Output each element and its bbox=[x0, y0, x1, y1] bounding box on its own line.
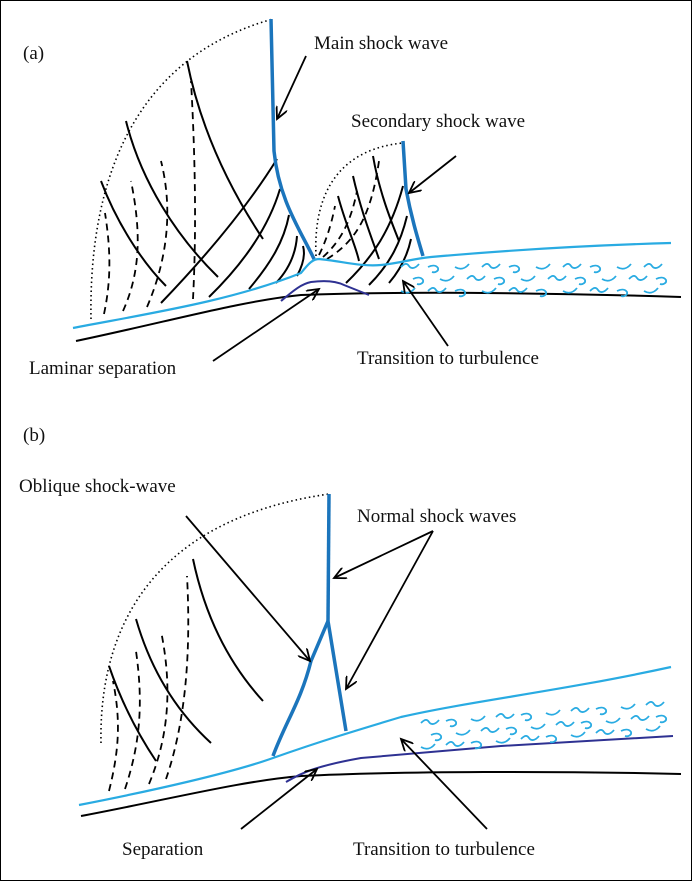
label-main-shock-wave: Main shock wave bbox=[314, 33, 448, 54]
label-separation: Separation bbox=[122, 839, 204, 860]
eddy-mark bbox=[580, 720, 593, 730]
eddy-mark bbox=[493, 276, 506, 286]
eddy-mark bbox=[645, 700, 665, 707]
wall-surface-b bbox=[80, 770, 682, 817]
eddy-mark bbox=[508, 286, 528, 293]
eddy-mark bbox=[495, 737, 511, 744]
eddy-mark bbox=[645, 725, 661, 732]
label-secondary-shock-wave: Secondary shock wave bbox=[351, 111, 525, 132]
arrow-laminar-separation bbox=[212, 289, 319, 362]
panel-b-tag: (b) bbox=[23, 425, 45, 446]
eddy-mark bbox=[427, 286, 447, 293]
boundary-layer-edge-b bbox=[78, 665, 672, 807]
boundary-layer-edge-a bbox=[72, 241, 672, 330]
eddy-mark bbox=[595, 728, 615, 735]
oblique-shock-wave bbox=[271, 620, 330, 757]
main-shock-wave bbox=[269, 18, 316, 260]
eddy-mark bbox=[570, 731, 586, 738]
turbulent-eddies-b bbox=[420, 700, 668, 750]
eddy-mark bbox=[589, 264, 602, 274]
eddy-mark bbox=[574, 276, 587, 286]
eddy-mark bbox=[455, 729, 471, 736]
eddy-mark bbox=[535, 288, 548, 298]
arrow-transition-a bbox=[403, 281, 449, 347]
arrow-transition-b bbox=[401, 739, 488, 830]
characteristic-lines-a bbox=[100, 60, 412, 315]
eddy-mark bbox=[555, 720, 575, 727]
arrow-secondary-shock bbox=[409, 155, 457, 193]
eddy-mark bbox=[620, 728, 633, 738]
eddy-mark bbox=[427, 264, 440, 274]
secondary-shock-wave bbox=[401, 140, 425, 257]
eddy-mark bbox=[420, 718, 440, 725]
normal-shock-wave-lower bbox=[326, 620, 348, 732]
panel-a: (a) bbox=[23, 18, 682, 379]
eddy-mark bbox=[643, 287, 659, 294]
separation-line-b bbox=[285, 735, 674, 783]
eddy-mark bbox=[520, 275, 536, 282]
eddy-mark bbox=[481, 262, 501, 269]
eddy-mark bbox=[495, 712, 515, 719]
eddy-mark bbox=[445, 718, 458, 728]
eddy-mark bbox=[643, 262, 663, 269]
eddy-mark bbox=[470, 715, 486, 722]
eddy-mark bbox=[420, 743, 436, 750]
eddy-mark bbox=[562, 262, 582, 269]
eddy-mark bbox=[655, 276, 668, 286]
eddy-mark bbox=[547, 274, 567, 281]
eddy-mark bbox=[655, 714, 668, 724]
turbulent-eddies-a bbox=[400, 262, 668, 298]
label-transition-a: Transition to turbulence bbox=[357, 348, 539, 369]
eddy-mark bbox=[545, 709, 561, 716]
eddy-mark bbox=[520, 734, 540, 741]
expansion-boundary-a bbox=[90, 18, 274, 320]
normal-shock-wave-upper bbox=[326, 493, 331, 622]
eddy-mark bbox=[445, 740, 465, 747]
eddy-mark bbox=[520, 712, 533, 722]
eddy-mark bbox=[454, 263, 470, 270]
arrow-separation bbox=[240, 769, 317, 830]
eddy-mark bbox=[545, 734, 558, 744]
characteristic-lines-b bbox=[108, 558, 264, 792]
label-transition-b: Transition to turbulence bbox=[353, 839, 535, 860]
eddy-mark bbox=[454, 288, 467, 298]
eddy-mark bbox=[616, 263, 632, 270]
eddy-mark bbox=[535, 263, 551, 270]
arrow-normal-shock-lower bbox=[346, 530, 434, 689]
eddy-mark bbox=[530, 723, 546, 730]
panel-b: (b) Oblique shock-wave Normal shock wave… bbox=[19, 425, 682, 860]
eddy-mark bbox=[470, 740, 483, 750]
eddy-mark bbox=[601, 275, 617, 282]
eddy-mark bbox=[616, 288, 629, 298]
eddy-mark bbox=[400, 262, 420, 269]
eddy-mark bbox=[620, 703, 636, 710]
eddy-mark bbox=[480, 726, 500, 733]
wall-surface-a bbox=[75, 291, 682, 342]
arrow-oblique-shock bbox=[185, 515, 310, 661]
eddy-mark bbox=[589, 286, 609, 293]
label-laminar-separation: Laminar separation bbox=[29, 358, 177, 379]
eddy-mark bbox=[595, 706, 608, 716]
laminar-separation-bubble bbox=[280, 280, 370, 302]
secondary-expansion-boundary-a bbox=[315, 142, 404, 257]
eddy-mark bbox=[466, 274, 486, 281]
eddy-mark bbox=[562, 287, 578, 294]
panel-a-tag: (a) bbox=[23, 43, 44, 64]
eddy-mark bbox=[628, 274, 648, 281]
eddy-mark bbox=[605, 717, 621, 724]
arrow-main-shock bbox=[277, 55, 307, 119]
eddy-mark bbox=[570, 706, 590, 713]
eddy-mark bbox=[439, 275, 455, 282]
label-oblique-shock-wave: Oblique shock-wave bbox=[19, 476, 176, 497]
eddy-mark bbox=[430, 732, 443, 742]
eddy-mark bbox=[481, 287, 497, 294]
eddy-mark bbox=[505, 726, 518, 736]
eddy-mark bbox=[412, 276, 425, 286]
label-normal-shock-waves: Normal shock waves bbox=[357, 506, 516, 527]
arrow-normal-shock-upper bbox=[334, 530, 434, 578]
eddy-mark bbox=[508, 264, 521, 274]
eddy-mark bbox=[630, 714, 650, 721]
